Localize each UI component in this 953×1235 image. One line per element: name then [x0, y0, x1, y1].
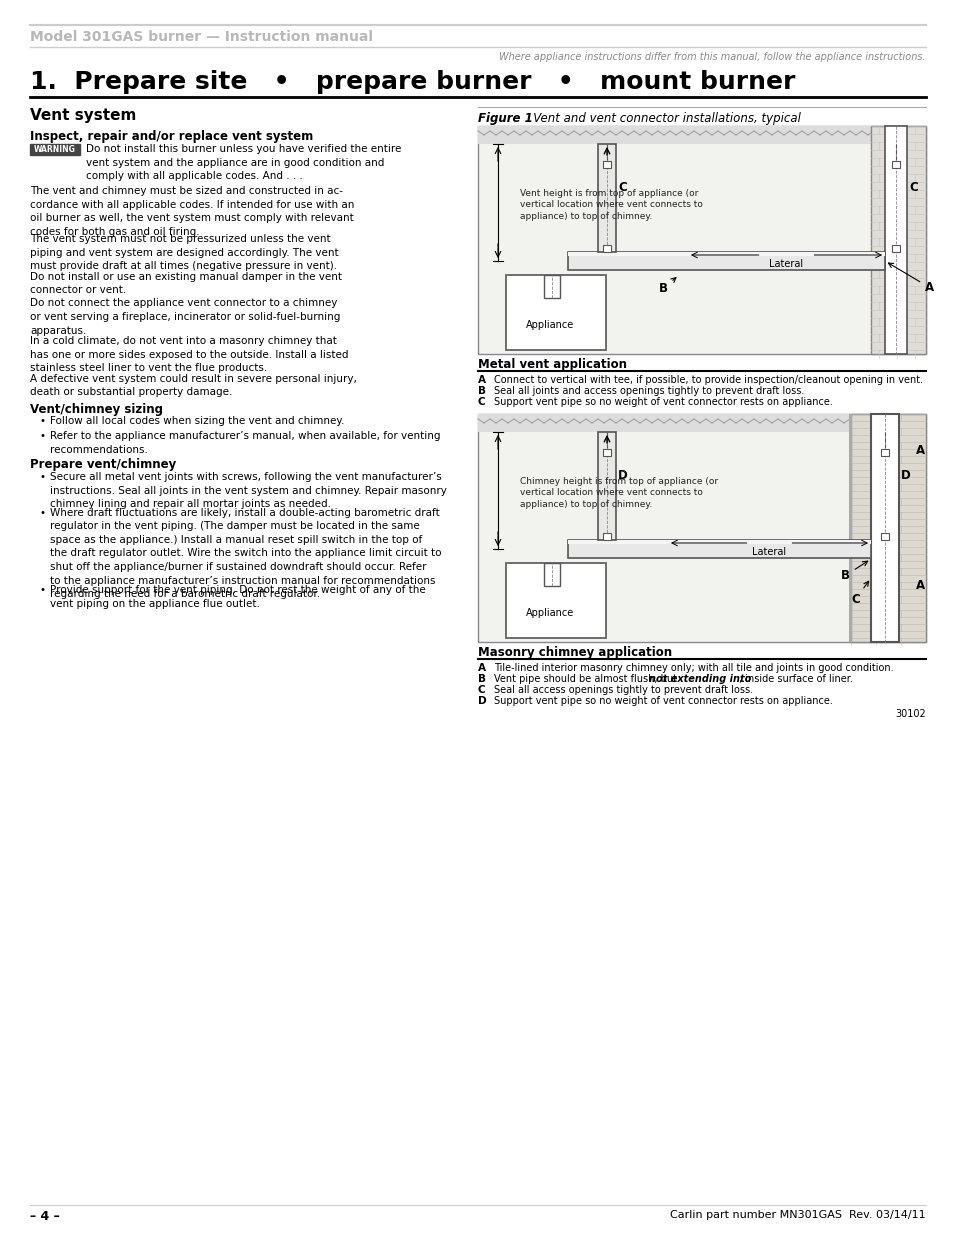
Bar: [602, 534, 610, 540]
Text: Provide support for the vent piping. Do not rest the weight of any of the
vent p: Provide support for the vent piping. Do …: [50, 585, 425, 609]
Bar: [870, 414, 898, 642]
Text: •: •: [40, 472, 46, 482]
Text: D: D: [618, 469, 627, 482]
Text: Vent/chimney sizing: Vent/chimney sizing: [30, 403, 163, 415]
Text: •: •: [40, 508, 46, 517]
Text: The vent and chimney must be sized and constructed in ac-
cordance with all appl: The vent and chimney must be sized and c…: [30, 186, 354, 237]
Text: Model 301GAS burner — Instruction manual: Model 301GAS burner — Instruction manual: [30, 30, 373, 44]
Text: B: B: [477, 674, 485, 684]
Text: Secure all metal vent joints with screws, following the vent manufacturer’s
inst: Secure all metal vent joints with screws…: [50, 472, 446, 509]
Text: Lateral: Lateral: [752, 547, 785, 557]
Text: •: •: [40, 416, 46, 426]
Text: Do not connect the appliance vent connector to a chimney
or vent serving a firep: Do not connect the appliance vent connec…: [30, 299, 340, 336]
Text: Prepare vent/chimney: Prepare vent/chimney: [30, 458, 176, 471]
Text: A: A: [915, 445, 924, 457]
Circle shape: [574, 324, 598, 347]
Text: A: A: [915, 579, 924, 592]
Text: •: •: [40, 431, 46, 441]
Text: A: A: [477, 375, 485, 385]
Text: Support vent pipe so no weight of vent connector rests on appliance.: Support vent pipe so no weight of vent c…: [494, 396, 832, 408]
Text: In a cold climate, do not vent into a masonry chimney that
has one or more sides: In a cold climate, do not vent into a ma…: [30, 336, 348, 373]
Bar: [477, 414, 925, 642]
Text: Follow all local codes when sizing the vent and chimney.: Follow all local codes when sizing the v…: [50, 416, 344, 426]
Bar: [477, 126, 925, 144]
Bar: [880, 534, 888, 540]
Text: – 4 –: – 4 –: [30, 1210, 60, 1223]
Text: Where appliance instructions differ from this manual, follow the appliance instr: Where appliance instructions differ from…: [498, 52, 925, 62]
Bar: [505, 275, 605, 350]
Text: Appliance: Appliance: [525, 608, 574, 618]
Bar: [870, 126, 925, 354]
Text: Vent pipe should be almost flush, but: Vent pipe should be almost flush, but: [494, 674, 679, 684]
Text: Do not install or use an existing manual damper in the vent
connector or vent.: Do not install or use an existing manual…: [30, 272, 341, 295]
Bar: [30, 144, 80, 156]
Text: Support vent pipe so no weight of vent connector rests on appliance.: Support vent pipe so no weight of vent c…: [494, 697, 832, 706]
Text: not extending into: not extending into: [648, 674, 751, 684]
Bar: [543, 275, 559, 298]
Circle shape: [574, 611, 598, 635]
Text: Seal all access openings tightly to prevent draft loss.: Seal all access openings tightly to prev…: [494, 685, 752, 695]
Text: C: C: [477, 685, 485, 695]
Bar: [567, 252, 884, 256]
Text: B: B: [841, 561, 866, 582]
Bar: [567, 252, 884, 270]
Bar: [602, 161, 610, 168]
Text: Seal all joints and access openings tightly to prevent draft loss.: Seal all joints and access openings tigh…: [494, 387, 803, 396]
Text: Figure 1: Figure 1: [477, 112, 532, 125]
Bar: [477, 126, 925, 354]
Text: Do not install this burner unless you have verified the entire
vent system and t: Do not install this burner unless you ha…: [86, 144, 401, 182]
Bar: [848, 414, 851, 642]
Text: Vent system: Vent system: [30, 107, 136, 124]
Text: 1.  Prepare site   •   prepare burner   •   mount burner: 1. Prepare site • prepare burner • mount…: [30, 70, 795, 94]
Text: Vent and vent connector installations, typical: Vent and vent connector installations, t…: [521, 112, 800, 125]
Bar: [891, 245, 899, 252]
Bar: [567, 540, 870, 558]
Text: C: C: [908, 182, 917, 194]
Bar: [884, 126, 906, 354]
Bar: [567, 540, 870, 543]
Text: A: A: [477, 663, 485, 673]
Text: D: D: [900, 469, 910, 482]
Bar: [602, 245, 610, 252]
Text: Masonry chimney application: Masonry chimney application: [477, 646, 672, 659]
Text: Connect to vertical with tee, if possible, to provide inspection/cleanout openin: Connect to vertical with tee, if possibl…: [494, 375, 923, 385]
Bar: [598, 432, 616, 540]
Text: C: C: [850, 582, 868, 606]
Bar: [543, 563, 559, 585]
Text: Vent height is from top of appliance (or
vertical location where vent connects t: Vent height is from top of appliance (or…: [519, 189, 702, 221]
Text: A defective vent system could result in severe personal injury,
death or substan: A defective vent system could result in …: [30, 373, 356, 398]
Text: Carlin part number MN301GAS  Rev. 03/14/11: Carlin part number MN301GAS Rev. 03/14/1…: [670, 1210, 925, 1220]
Bar: [477, 414, 925, 432]
Text: D: D: [477, 697, 486, 706]
Text: Chimney height is from top of appliance (or
vertical location where vent connect: Chimney height is from top of appliance …: [519, 477, 718, 509]
Text: , inside surface of liner.: , inside surface of liner.: [739, 674, 852, 684]
Text: Inspect, repair and/or replace vent system: Inspect, repair and/or replace vent syst…: [30, 130, 313, 143]
Text: WARNING: WARNING: [34, 146, 76, 154]
Text: C: C: [618, 182, 626, 194]
Text: A: A: [887, 263, 933, 294]
Text: Tile-lined interior masonry chimney only; with all tile and joints in good condi: Tile-lined interior masonry chimney only…: [494, 663, 893, 673]
Text: C: C: [477, 396, 485, 408]
Bar: [891, 161, 899, 168]
Bar: [598, 144, 616, 252]
Text: Where draft fluctuations are likely, install a double-acting barometric draft
re: Where draft fluctuations are likely, ins…: [50, 508, 441, 599]
Text: Refer to the appliance manufacturer’s manual, when available, for venting
recomm: Refer to the appliance manufacturer’s ma…: [50, 431, 440, 454]
Text: B: B: [477, 387, 485, 396]
Text: B: B: [659, 278, 676, 295]
Text: Appliance: Appliance: [525, 320, 574, 330]
Text: Lateral: Lateral: [769, 259, 802, 269]
Text: Metal vent application: Metal vent application: [477, 358, 626, 370]
Bar: [880, 450, 888, 456]
Bar: [850, 414, 925, 642]
Text: •: •: [40, 585, 46, 595]
Bar: [602, 450, 610, 456]
Text: The vent system must not be pressurized unless the vent
piping and vent system a: The vent system must not be pressurized …: [30, 233, 338, 272]
Bar: [505, 563, 605, 638]
Text: 30102: 30102: [894, 709, 925, 719]
